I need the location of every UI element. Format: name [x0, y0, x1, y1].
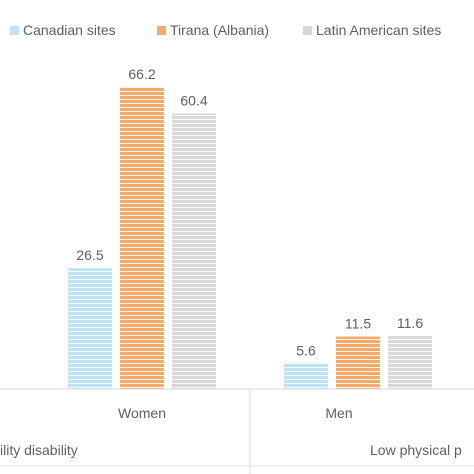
- axes: Women Men ility disability Low physical p: [0, 388, 474, 474]
- bar-women-latin-american-sites: [172, 113, 216, 389]
- value-label-men-latin-american-sites: 11.6: [397, 315, 423, 331]
- bar-women-tirana-albania: [120, 87, 164, 389]
- group-label-low-physical: Low physical p: [370, 442, 462, 458]
- legend-label-tirana-albania: Tirana (Albania): [170, 22, 269, 38]
- legend: Canadian sites Tirana (Albania) Latin Amer…: [10, 22, 441, 38]
- bar-women-canadian-sites: [68, 268, 112, 389]
- bar-men-canadian-sites: [284, 363, 328, 389]
- category-label-women: Women: [118, 405, 166, 421]
- value-labels: 26.5 66.2 60.4 5.6 11.5 11.6: [76, 66, 423, 358]
- value-label-women-latin-american-sites: 60.4: [180, 92, 207, 108]
- legend-swatch-latin-american-sites: [303, 26, 312, 35]
- bars: [68, 87, 432, 389]
- group-label-mobility-disability: ility disability: [0, 442, 78, 458]
- value-label-men-canadian-sites: 5.6: [296, 342, 316, 358]
- legend-label-canadian-sites: Canadian sites: [23, 22, 116, 38]
- value-label-women-tirana-albania: 66.2: [128, 66, 155, 82]
- value-label-men-tirana-albania: 11.5: [345, 316, 371, 332]
- bar-men-tirana-albania: [336, 336, 380, 389]
- legend-swatch-tirana-albania: [157, 26, 166, 35]
- value-label-women-canadian-sites: 26.5: [76, 247, 103, 263]
- category-label-men: Men: [325, 405, 352, 421]
- bar-men-latin-american-sites: [388, 336, 432, 389]
- legend-swatch-canadian-sites: [10, 26, 19, 35]
- legend-label-latin-american-sites: Latin American sites: [316, 22, 441, 38]
